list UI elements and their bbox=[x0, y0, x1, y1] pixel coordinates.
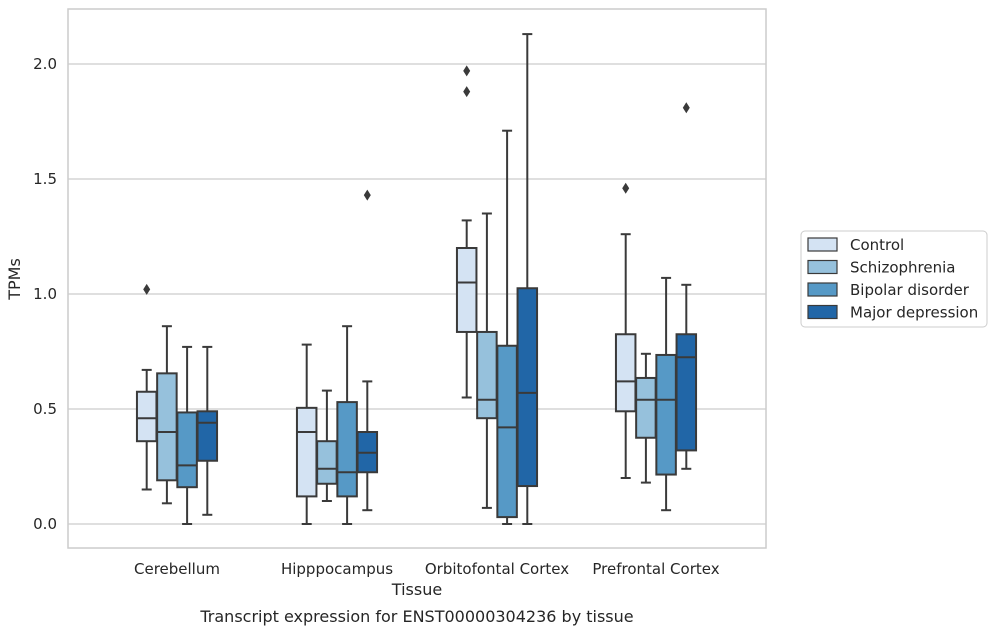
x-axis-ticks: Cerebellum Hipppocampus Orbitofontal Corte… bbox=[134, 560, 720, 578]
box bbox=[135, 390, 158, 443]
x-tick-label: Prefrontal Cortex bbox=[592, 560, 719, 578]
box-group bbox=[516, 33, 539, 525]
box-group bbox=[476, 212, 498, 509]
y-axis-label: TPMs bbox=[5, 258, 24, 301]
legend-label: Control bbox=[850, 236, 904, 254]
box-group bbox=[156, 325, 178, 505]
box-group bbox=[635, 352, 657, 484]
box-group bbox=[675, 102, 698, 470]
box-group bbox=[614, 182, 637, 479]
y-tick-label: 1.5 bbox=[33, 170, 57, 188]
box bbox=[316, 440, 338, 485]
x-tick-label: Cerebellum bbox=[134, 560, 220, 578]
box bbox=[156, 372, 178, 482]
legend: Control Schizophrenia Bipolar disorder Majo… bbox=[800, 230, 988, 328]
legend-label: Schizophrenia bbox=[850, 259, 955, 277]
chart-caption: Transcript expression for ENST0000030423… bbox=[199, 607, 633, 626]
box-group bbox=[356, 189, 379, 512]
y-tick-label: 1.0 bbox=[33, 285, 57, 303]
series-group bbox=[156, 212, 657, 509]
legend-swatch bbox=[807, 237, 838, 252]
box bbox=[295, 406, 318, 498]
y-tick-label: 0.0 bbox=[33, 515, 57, 533]
box-group bbox=[135, 283, 158, 491]
outlier-point bbox=[682, 102, 690, 114]
outlier-point bbox=[363, 189, 371, 201]
legend-label: Major depression bbox=[850, 304, 978, 322]
y-tick-label: 2.0 bbox=[33, 55, 57, 73]
plot-area-frame bbox=[67, 8, 767, 549]
x-tick-label: Orbitofontal Cortex bbox=[425, 560, 569, 578]
legend-swatch bbox=[807, 304, 838, 320]
outlier-point bbox=[143, 283, 151, 295]
box bbox=[496, 344, 518, 519]
box-group bbox=[176, 345, 198, 525]
y-tick-label: 0.5 bbox=[33, 400, 57, 418]
box bbox=[176, 411, 198, 489]
x-tick-label: Hipppocampus bbox=[281, 560, 393, 578]
box-group bbox=[496, 129, 518, 525]
box bbox=[635, 376, 657, 439]
box bbox=[675, 333, 698, 452]
box-group bbox=[196, 345, 219, 516]
y-axis-ticks: 0.0 0.5 1.0 1.5 2.0 bbox=[33, 55, 57, 533]
box-group bbox=[295, 343, 318, 525]
x-axis-label: Tissue bbox=[391, 580, 442, 599]
outlier-point bbox=[463, 86, 471, 98]
series-group bbox=[176, 129, 677, 525]
box bbox=[476, 330, 498, 420]
series-group bbox=[196, 33, 698, 525]
box-series bbox=[135, 33, 698, 525]
box bbox=[336, 401, 358, 498]
legend-label: Bipolar disorder bbox=[850, 281, 970, 299]
box-group bbox=[655, 276, 677, 512]
legend-swatch bbox=[807, 259, 838, 275]
box-group bbox=[316, 389, 338, 502]
box-group bbox=[336, 325, 358, 525]
legend-frame bbox=[800, 230, 988, 328]
outlier-point bbox=[622, 182, 630, 194]
box bbox=[196, 410, 219, 462]
box-group bbox=[455, 65, 478, 399]
box bbox=[455, 247, 478, 333]
outlier-point bbox=[463, 65, 471, 77]
box bbox=[516, 287, 539, 488]
box bbox=[655, 353, 677, 476]
legend-swatch bbox=[807, 282, 838, 297]
box bbox=[614, 333, 637, 413]
